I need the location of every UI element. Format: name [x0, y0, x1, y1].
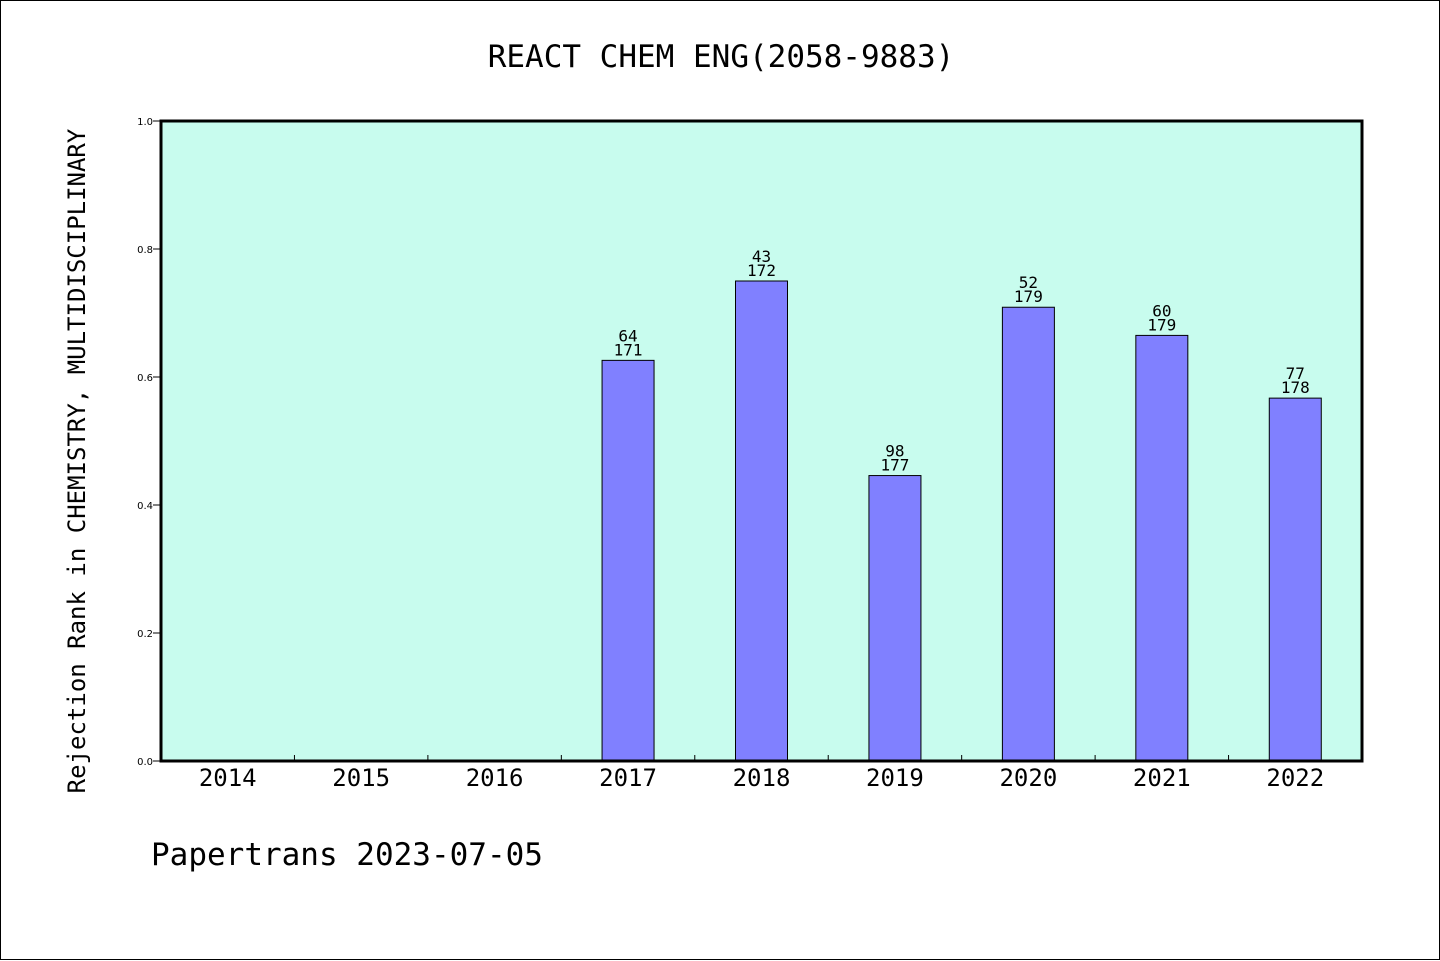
x-tick-label: 2017: [599, 764, 657, 792]
bar: [601, 359, 655, 762]
x-tick-label: 2015: [332, 764, 390, 792]
data-label-rank: 77: [1286, 364, 1305, 383]
x-tick-label: 2021: [1133, 764, 1191, 792]
x-tick-label: 2014: [199, 764, 257, 792]
data-label-rank: 64: [618, 326, 637, 345]
data-label-total: 179: [1014, 287, 1043, 306]
bar: [868, 475, 922, 762]
data-label-rank: 98: [885, 442, 904, 461]
y-tick-label: 0.6: [137, 373, 153, 384]
data-label-total: 178: [1281, 378, 1310, 397]
data-label-rank: 60: [1152, 301, 1171, 320]
y-tick-label: 0.8: [137, 245, 153, 256]
y-axis-label: Rejection Rank in CHEMISTRY, MULTIDISCIP…: [63, 128, 91, 793]
y-tick-label: 0.2: [137, 629, 153, 640]
x-tick-label: 2020: [999, 764, 1057, 792]
bar: [1001, 306, 1055, 762]
plot-border: [159, 119, 1364, 763]
y-tick-label: 0.4: [137, 501, 153, 512]
data-label-rank: 52: [1019, 273, 1038, 292]
y-tick-label: 1.0: [137, 117, 153, 128]
data-label-rank: 43: [752, 247, 771, 266]
chart-title: REACT CHEM ENG(2058-9883): [488, 39, 955, 75]
y-tick-label: 0.0: [137, 757, 153, 768]
bar: [1135, 334, 1189, 762]
data-label-total: 171: [614, 340, 643, 359]
bars: [601, 280, 1322, 762]
data-label-total: 177: [880, 456, 909, 475]
data-label-total: 179: [1147, 315, 1176, 334]
x-tick-label: 2016: [466, 764, 524, 792]
data-label-total: 172: [747, 261, 776, 280]
footer-text: Papertrans 2023-07-05: [151, 837, 543, 873]
x-tick-label: 2019: [866, 764, 924, 792]
bar: [735, 280, 788, 762]
bar: [1268, 397, 1322, 762]
x-tick-label: 2018: [733, 764, 791, 792]
x-tick-label: 2022: [1266, 764, 1324, 792]
